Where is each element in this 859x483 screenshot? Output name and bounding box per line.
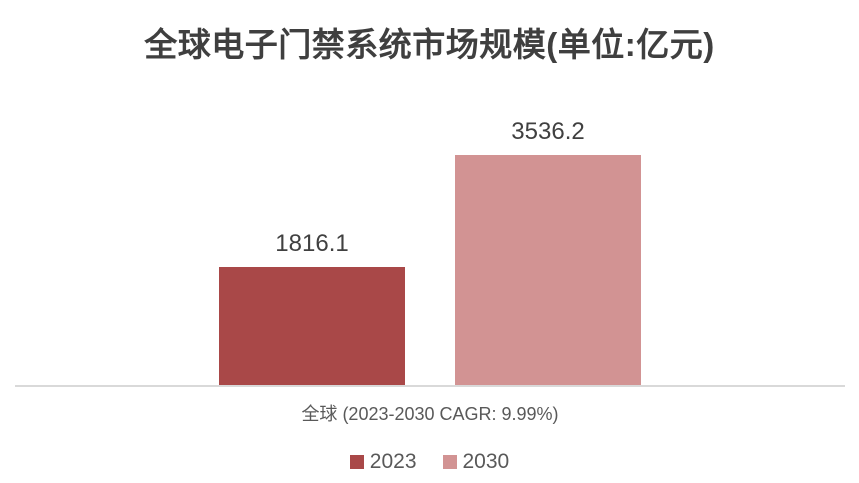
legend-label-2023: 2023 [369,450,417,473]
chart-title: 全球电子门禁系统市场规模(单位:亿元) [144,26,715,63]
bar-value-2023: 1816.1 [275,229,349,257]
plot-area: 1816.1 3536.2 [15,118,845,387]
bar-2030: 3536.2 [455,118,641,385]
legend: 2023 2030 [0,450,859,474]
bar-value-2030: 3536.2 [511,118,585,146]
legend-item-2023: 2023 [349,450,417,474]
legend-label-2030: 2030 [462,450,510,473]
legend-swatch-2023 [349,455,364,469]
bar-2023: 1816.1 [219,230,405,385]
legend-item-2030: 2030 [442,450,510,474]
legend-swatch-2030 [442,455,457,469]
category-axis-label: 全球 (2023-2030 CAGR: 9.99%) [301,404,559,424]
